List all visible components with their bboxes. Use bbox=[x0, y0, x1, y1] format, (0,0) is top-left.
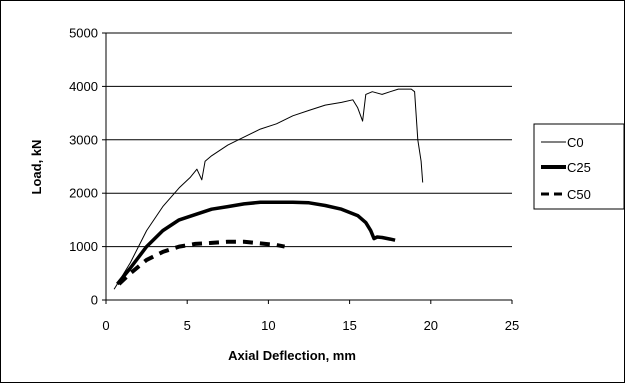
legend-label-c50: C50 bbox=[567, 187, 591, 202]
x-tick-label: 5 bbox=[184, 318, 191, 333]
x-tick-label: 20 bbox=[424, 318, 438, 333]
y-axis-title: Load, kN bbox=[29, 140, 44, 195]
x-tick-label: 0 bbox=[102, 318, 109, 333]
y-tick-label: 0 bbox=[91, 293, 98, 308]
series-lines bbox=[113, 88, 424, 290]
x-tick-label: 25 bbox=[505, 318, 519, 333]
series-line-c25 bbox=[116, 200, 396, 286]
tick-labels: 0 1000 2000 3000 4000 5000 0 5 10 15 20 25 bbox=[69, 26, 519, 334]
legend-label-c25: C25 bbox=[567, 160, 591, 175]
series-line-c0 bbox=[113, 88, 424, 290]
x-tick-label: 15 bbox=[342, 318, 356, 333]
x-tick-label: 10 bbox=[261, 318, 275, 333]
legend: C0 C25 C50 bbox=[533, 123, 625, 210]
y-tick-label: 4000 bbox=[69, 79, 98, 94]
y-tick-label: 1000 bbox=[69, 239, 98, 254]
axes bbox=[102, 32, 513, 304]
series-line-c50 bbox=[117, 239, 285, 286]
y-tick-label: 3000 bbox=[69, 132, 98, 147]
gridlines bbox=[106, 32, 512, 248]
x-axis-title: Axial Deflection, mm bbox=[228, 348, 356, 363]
legend-label-c0: C0 bbox=[567, 135, 584, 150]
y-tick-label: 2000 bbox=[69, 186, 98, 201]
y-tick-label: 5000 bbox=[69, 26, 98, 41]
